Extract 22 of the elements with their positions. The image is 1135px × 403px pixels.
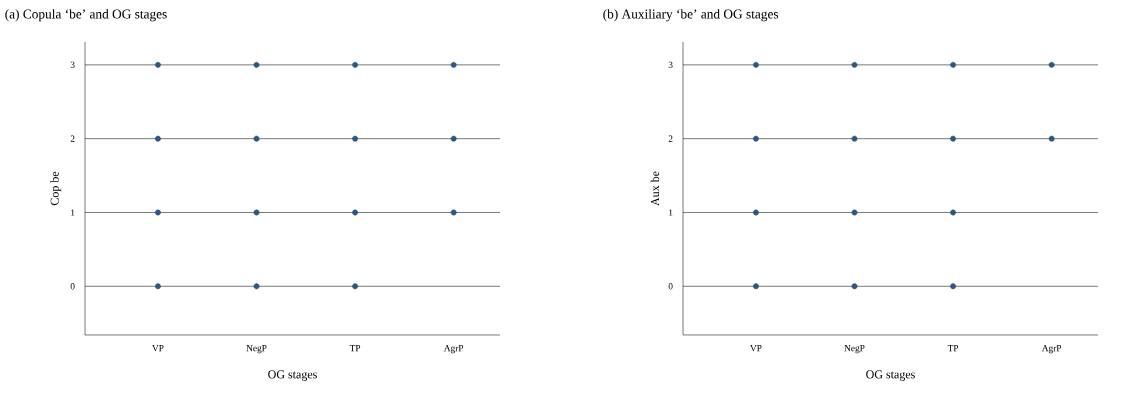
x-axis-title: OG stages [866,370,915,381]
y-tick-label: 3 [70,61,75,68]
y-tick-label: 2 [668,135,673,142]
y-axis-title: Cop be [50,171,62,206]
y-tick-label: 2 [70,135,75,142]
chart-title: (a) Copula ‘be’ and OG stages [5,9,167,22]
x-tick-label: VP [152,345,164,352]
x-tick-label: NegP [844,345,865,354]
chart-title: (b) Auxiliary ‘be’ and OG stages [603,9,779,22]
y-axis-title: Aux be [650,171,660,206]
y-tick-label: 1 [71,209,75,216]
x-tick-label: TP [947,345,959,352]
y-tick-label: 1 [669,209,673,216]
x-axis-title: OG stages [268,370,317,381]
y-tick-label: 3 [668,61,673,68]
x-tick-label: AgrP [1041,345,1062,354]
y-tick-label: 0 [70,283,75,290]
y-tick-label: 0 [668,283,673,290]
x-tick-label: NegP [246,345,267,354]
x-tick-label: TP [349,345,361,352]
x-tick-label: AgrP [443,345,464,354]
x-tick-label: VP [750,345,762,352]
